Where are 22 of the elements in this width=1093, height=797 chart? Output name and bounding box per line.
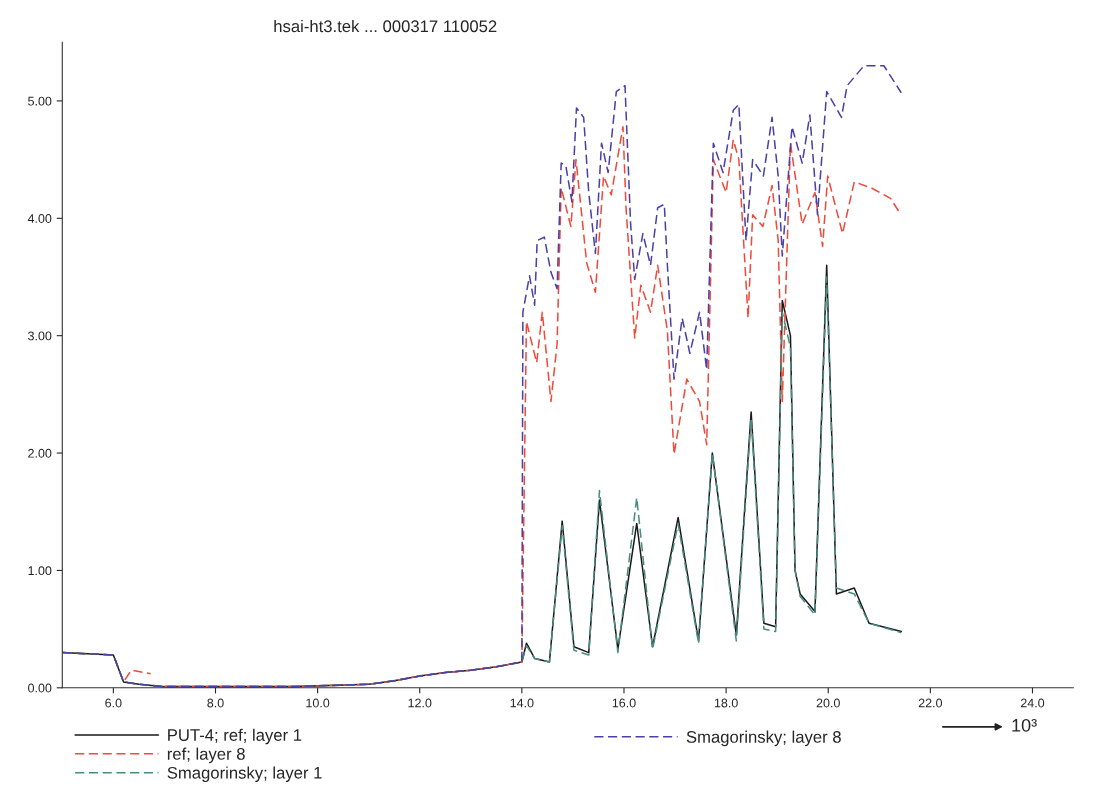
x-tick-label: 22.0: [918, 698, 943, 708]
x-tick-label: 8.0: [207, 698, 224, 708]
chart-title: hsai-ht3.tek ... 000317 110052: [274, 19, 497, 33]
x-tick-label: 6.0: [105, 698, 122, 708]
x-tick-label: 14.0: [510, 698, 534, 708]
legend-label: ref; layer 8: [167, 747, 245, 764]
legend-label: Smagorinsky; layer 8: [686, 730, 841, 747]
y-tick-label: 2.00: [28, 448, 52, 458]
legend-label: Smagorinsky; layer 1: [167, 766, 322, 782]
x-tick-label: 20.0: [816, 698, 840, 708]
legend-label: PUT-4; ref; layer 1: [168, 728, 302, 745]
x-tick-label: 24.0: [1020, 698, 1045, 708]
x-tick-label: 12.0: [408, 698, 432, 708]
x-tick-label: 10.0: [306, 698, 330, 708]
y-tick-label: 4.00: [27, 214, 52, 223]
x-axis-title: 10³: [1012, 718, 1037, 732]
y-tick-label: 3.00: [28, 331, 52, 341]
x-tick-label: 16.0: [612, 698, 636, 708]
x-tick-label: 18.0: [714, 698, 738, 708]
y-tick-label: 5.00: [28, 96, 52, 106]
y-tick-label: 1.00: [28, 566, 52, 576]
y-tick-label: 0.00: [28, 683, 52, 693]
